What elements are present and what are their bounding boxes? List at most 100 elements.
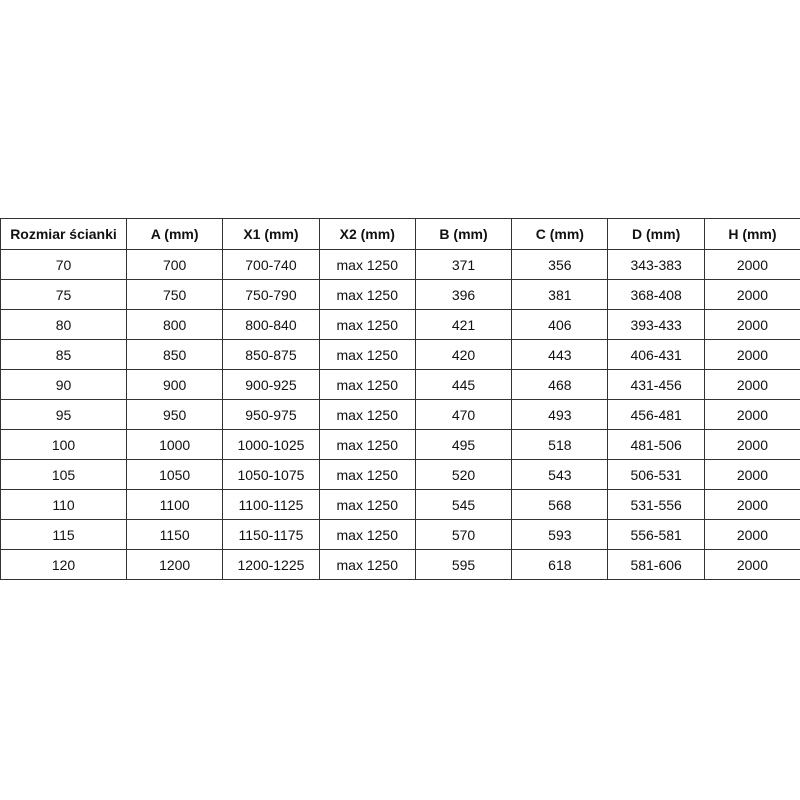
table-cell: 593 xyxy=(511,519,609,550)
table-cell: 443 xyxy=(511,339,609,370)
table-cell: max 1250 xyxy=(318,249,416,280)
table-cell: 531-556 xyxy=(607,489,705,520)
table-cell: max 1250 xyxy=(318,429,416,460)
table-row: 95 950 950-975 max 1250 470 493 456-481 2000 xyxy=(0,399,800,430)
column-header: Rozmiar ścianki xyxy=(0,218,127,250)
table-row: 110 1100 1100-1125 max 1250 545 568 531-556 200… xyxy=(0,489,800,520)
table-cell: max 1250 xyxy=(318,489,416,520)
table-cell: 545 xyxy=(414,489,513,520)
column-header: C (mm) xyxy=(511,218,609,250)
table-cell: 2000 xyxy=(703,429,800,460)
table-cell: 520 xyxy=(414,459,513,490)
table-header-row: Rozmiar ścianki A (mm) X1 (mm) X2 (mm) B (mm… xyxy=(0,218,800,250)
table-cell: 393-433 xyxy=(607,309,705,340)
table-cell: 95 xyxy=(0,399,127,430)
table-cell: 396 xyxy=(414,279,513,310)
table-cell: 75 xyxy=(0,279,127,310)
table-cell: 2000 xyxy=(703,489,800,520)
dimensions-table: Rozmiar ścianki A (mm) X1 (mm) X2 (mm) B (mm… xyxy=(0,218,800,580)
table-cell: 2000 xyxy=(703,339,800,370)
table-cell: 556-581 xyxy=(607,519,705,550)
table-cell: 581-606 xyxy=(607,549,705,580)
table-cell: max 1250 xyxy=(318,309,416,340)
table-cell: 356 xyxy=(511,249,609,280)
table-cell: 1050-1075 xyxy=(222,459,320,490)
column-header: H (mm) xyxy=(703,218,800,250)
table-cell: 1150-1175 xyxy=(222,519,320,550)
table-cell: 105 xyxy=(0,459,127,490)
column-header: X1 (mm) xyxy=(222,218,320,250)
table-cell: 2000 xyxy=(703,369,800,400)
table-cell: 2000 xyxy=(703,519,800,550)
table-cell: max 1250 xyxy=(318,399,416,430)
table-cell: 800 xyxy=(125,309,224,340)
table-cell: 543 xyxy=(511,459,609,490)
table-row: 85 850 850-875 max 1250 420 443 406-431 2000 xyxy=(0,339,800,370)
table-cell: max 1250 xyxy=(318,549,416,580)
table-cell: 470 xyxy=(414,399,513,430)
table-cell: 70 xyxy=(0,249,127,280)
table-cell: max 1250 xyxy=(318,279,416,310)
table-cell: 468 xyxy=(511,369,609,400)
table-cell: 700 xyxy=(125,249,224,280)
table-cell: 421 xyxy=(414,309,513,340)
table-cell: 1200-1225 xyxy=(222,549,320,580)
table-cell: max 1250 xyxy=(318,519,416,550)
table-cell: 700-740 xyxy=(222,249,320,280)
table-row: 120 1200 1200-1225 max 1250 595 618 581-606 200… xyxy=(0,549,800,580)
column-header: A (mm) xyxy=(125,218,224,250)
table-cell: 445 xyxy=(414,369,513,400)
table-cell: 750 xyxy=(125,279,224,310)
table-cell: 1200 xyxy=(125,549,224,580)
table-cell: 2000 xyxy=(703,549,800,580)
table-cell: 595 xyxy=(414,549,513,580)
table-cell: 110 xyxy=(0,489,127,520)
table-cell: 120 xyxy=(0,549,127,580)
table-cell: 1050 xyxy=(125,459,224,490)
table-cell: 618 xyxy=(511,549,609,580)
table-row: 75 750 750-790 max 1250 396 381 368-408 2000 xyxy=(0,279,800,310)
table-cell: 368-408 xyxy=(607,279,705,310)
table-cell: 570 xyxy=(414,519,513,550)
table-cell: 1000-1025 xyxy=(222,429,320,460)
table-cell: 493 xyxy=(511,399,609,430)
table-cell: 950 xyxy=(125,399,224,430)
table-row: 90 900 900-925 max 1250 445 468 431-456 2000 xyxy=(0,369,800,400)
table-cell: 481-506 xyxy=(607,429,705,460)
table-cell: 406-431 xyxy=(607,339,705,370)
table-cell: max 1250 xyxy=(318,339,416,370)
table-cell: 2000 xyxy=(703,459,800,490)
table-cell: 115 xyxy=(0,519,127,550)
table-cell: 506-531 xyxy=(607,459,705,490)
column-header: D (mm) xyxy=(607,218,705,250)
table-cell: 1000 xyxy=(125,429,224,460)
table-row: 70 700 700-740 max 1250 371 356 343-383 2000 xyxy=(0,249,800,280)
table-cell: 568 xyxy=(511,489,609,520)
table-cell: 850 xyxy=(125,339,224,370)
table-cell: max 1250 xyxy=(318,459,416,490)
table-cell: 2000 xyxy=(703,309,800,340)
table-cell: 1100-1125 xyxy=(222,489,320,520)
table-row: 100 1000 1000-1025 max 1250 495 518 481-506 200… xyxy=(0,429,800,460)
table-cell: max 1250 xyxy=(318,369,416,400)
table-cell: 80 xyxy=(0,309,127,340)
table-cell: 381 xyxy=(511,279,609,310)
table-cell: 100 xyxy=(0,429,127,460)
table-cell: 90 xyxy=(0,369,127,400)
table-cell: 750-790 xyxy=(222,279,320,310)
table-cell: 420 xyxy=(414,339,513,370)
table-cell: 1100 xyxy=(125,489,224,520)
table-cell: 850-875 xyxy=(222,339,320,370)
column-header: B (mm) xyxy=(414,218,513,250)
table-cell: 950-975 xyxy=(222,399,320,430)
table-cell: 900 xyxy=(125,369,224,400)
table-row: 115 1150 1150-1175 max 1250 570 593 556-581 200… xyxy=(0,519,800,550)
column-header: X2 (mm) xyxy=(318,218,416,250)
table-cell: 2000 xyxy=(703,279,800,310)
table-cell: 800-840 xyxy=(222,309,320,340)
table-cell: 371 xyxy=(414,249,513,280)
table-cell: 2000 xyxy=(703,399,800,430)
table-row: 105 1050 1050-1075 max 1250 520 543 506-531 200… xyxy=(0,459,800,490)
table-cell: 406 xyxy=(511,309,609,340)
table-cell: 518 xyxy=(511,429,609,460)
